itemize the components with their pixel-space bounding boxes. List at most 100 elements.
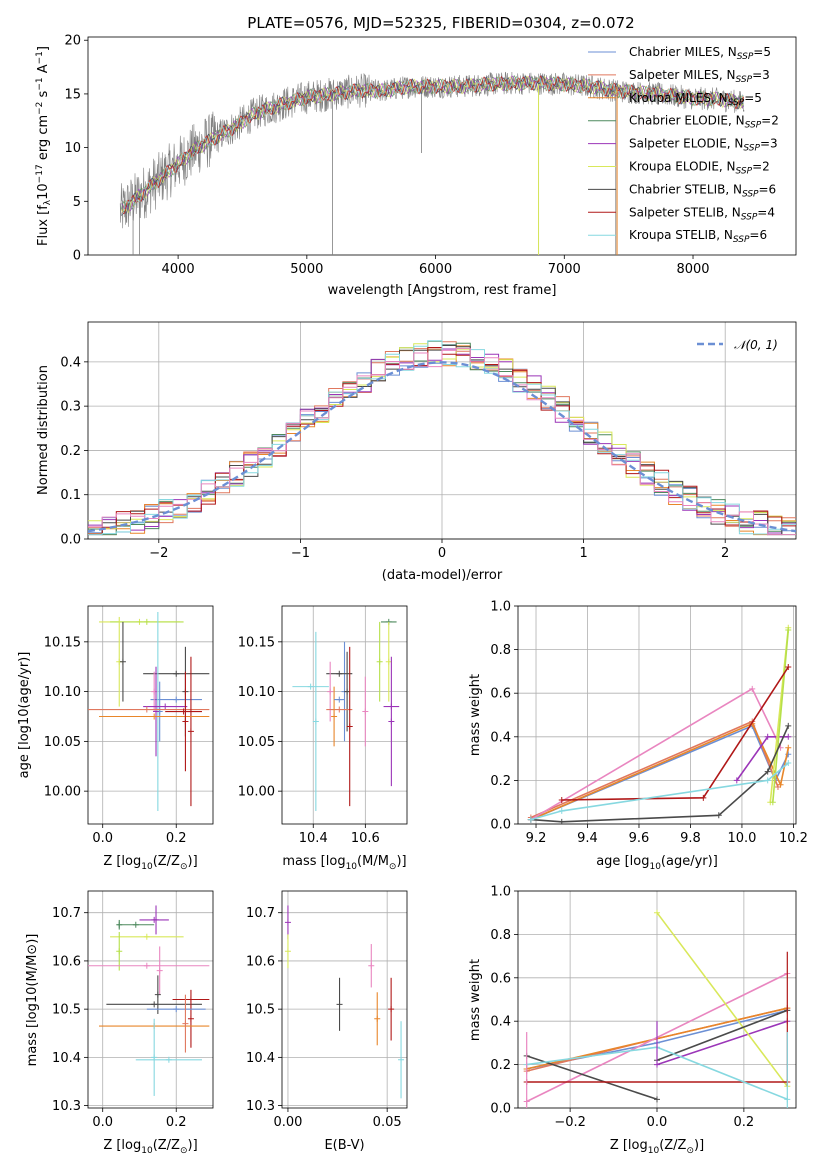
subscript: 10 xyxy=(648,1146,660,1156)
weight-point xyxy=(769,799,776,806)
data-point xyxy=(385,658,392,665)
legend-subscript: SSP xyxy=(733,235,750,245)
data-point xyxy=(182,718,189,725)
x-tick-label: 0.2 xyxy=(166,1115,187,1130)
legend-count: =2 xyxy=(761,114,779,128)
legend-text-part: Kroupa ELODIE, N xyxy=(629,160,736,174)
subscript: ⊙ xyxy=(686,1146,694,1156)
data-point xyxy=(312,718,319,725)
data-point xyxy=(336,696,343,703)
axes-frame xyxy=(87,321,797,540)
legend-label: 𝒩(0, 1) xyxy=(734,338,778,352)
x-tick-label: 0 xyxy=(438,546,446,561)
legend-text-part: Salpeter ELODIE, N xyxy=(629,137,743,151)
data-point xyxy=(151,713,158,720)
y-tick-label: 15 xyxy=(64,87,81,102)
x-tick-label: −0.2 xyxy=(554,1115,586,1130)
data-point xyxy=(388,1006,395,1013)
legend-count: =5 xyxy=(753,45,771,59)
y-tick-label: 10 xyxy=(64,141,81,156)
legend-text-part: Salpeter MILES, N xyxy=(629,68,736,82)
legend-label: Kroupa MILES, NSSP=5 xyxy=(629,91,762,108)
y-tick-label: 1.0 xyxy=(490,600,511,615)
label-part: mass [log xyxy=(282,854,345,869)
data-point xyxy=(284,948,291,955)
data-point xyxy=(173,1006,180,1013)
weight-point xyxy=(785,664,792,671)
legend-count: =3 xyxy=(752,68,770,82)
data-point xyxy=(116,921,123,928)
data-point xyxy=(284,919,291,926)
data-point xyxy=(376,658,383,665)
legend-label: Chabrier ELODIE, NSSP=2 xyxy=(629,114,779,131)
y-tick-label: 10.6 xyxy=(246,954,275,969)
age-vs-mass-panel: 10.4 10.6 10.00 10.05 10.10 10.15 mass [log10(… xyxy=(238,605,408,872)
weight-point xyxy=(777,781,784,788)
y-tick-label: 10.5 xyxy=(52,1003,81,1018)
legend-subscript: SSP xyxy=(742,189,759,199)
mass-weight-vs-metallicity-panel: −0.2 0.0 0.2 0.0 0.2 0.4 0.6 0.8 1.0 Z [log10(Z/Z… xyxy=(468,885,797,1156)
data-point xyxy=(162,703,169,710)
label-part: Z [log xyxy=(103,854,141,869)
axes-frame xyxy=(281,605,408,825)
plot-area xyxy=(88,905,210,1096)
legend-text-part: Chabrier MILES, N xyxy=(629,45,737,59)
y-tick-label: 10.3 xyxy=(52,1099,81,1114)
y-tick-label: 10.15 xyxy=(44,635,81,650)
weight-line xyxy=(656,912,788,1087)
x-tick-label: 0.0 xyxy=(92,1115,113,1130)
plot-area xyxy=(88,340,796,536)
y-tick-label: 0.2 xyxy=(490,774,511,789)
y-tick-label: 10.3 xyxy=(246,1099,275,1114)
spectrum-panel: 4000 5000 6000 7000 8000 0 5 10 15 20 Chabrier MIL… xyxy=(35,34,797,298)
weight-point xyxy=(749,685,756,692)
x-tick-label: 10.0 xyxy=(727,831,756,846)
legend-count: =3 xyxy=(760,137,778,151)
y-axis-label: Flux [fλ10−17 erg cm−2 s−1 A−1] xyxy=(35,46,53,246)
weight-point xyxy=(654,909,660,916)
legend-label: Chabrier STELIB, NSSP=6 xyxy=(629,182,776,199)
x-axis-label: E(B-V) xyxy=(324,1138,364,1153)
label-part: age [log xyxy=(596,854,649,869)
weight-point xyxy=(654,1096,660,1103)
subscript: λ xyxy=(43,199,53,205)
label-part: )] xyxy=(694,1138,704,1153)
data-point xyxy=(368,962,375,969)
weight-point xyxy=(785,733,792,740)
y-tick-label: 10.10 xyxy=(238,685,275,700)
x-tick-label: 6000 xyxy=(419,262,452,277)
weight-point xyxy=(764,777,771,784)
y-tick-label: 10.5 xyxy=(246,1003,275,1018)
data-point xyxy=(119,658,126,665)
weight-point xyxy=(527,816,534,823)
weight-point xyxy=(785,744,792,751)
data-point xyxy=(398,1056,405,1063)
x-tick-label: 0.0 xyxy=(92,831,113,846)
y-tick-label: 0.8 xyxy=(490,928,511,943)
plot-area xyxy=(284,905,405,1099)
weight-point xyxy=(785,759,792,766)
legend-text-part: Salpeter STELIB, N xyxy=(629,205,741,219)
weight-line xyxy=(530,725,790,823)
label-part: )] xyxy=(188,1138,198,1153)
x-tick-label: 0.2 xyxy=(166,831,187,846)
model-spectrum xyxy=(121,75,744,214)
data-point xyxy=(187,728,194,735)
superscript: −2 xyxy=(35,102,45,115)
x-tick-label: 4000 xyxy=(162,262,195,277)
weight-line xyxy=(530,722,790,821)
y-axis-label: Normed distribution xyxy=(36,365,51,495)
plot-area xyxy=(119,71,745,255)
x-tick-label: 9.4 xyxy=(577,831,598,846)
data-point xyxy=(116,948,123,955)
y-tick-label: 0.0 xyxy=(490,1102,511,1117)
weight-point xyxy=(785,626,792,633)
y-tick-label: 20 xyxy=(64,34,81,49)
x-tick-label: 10.6 xyxy=(351,831,380,846)
mass-vs-ebv-panel: 0.00 0.05 10.3 10.4 10.5 10.6 10.7 E(B-V) xyxy=(246,890,408,1153)
weight-line xyxy=(530,762,789,821)
legend-subscript: SSP xyxy=(745,121,762,131)
y-tick-label: 0.6 xyxy=(490,971,511,986)
x-tick-label: 10.4 xyxy=(299,831,328,846)
